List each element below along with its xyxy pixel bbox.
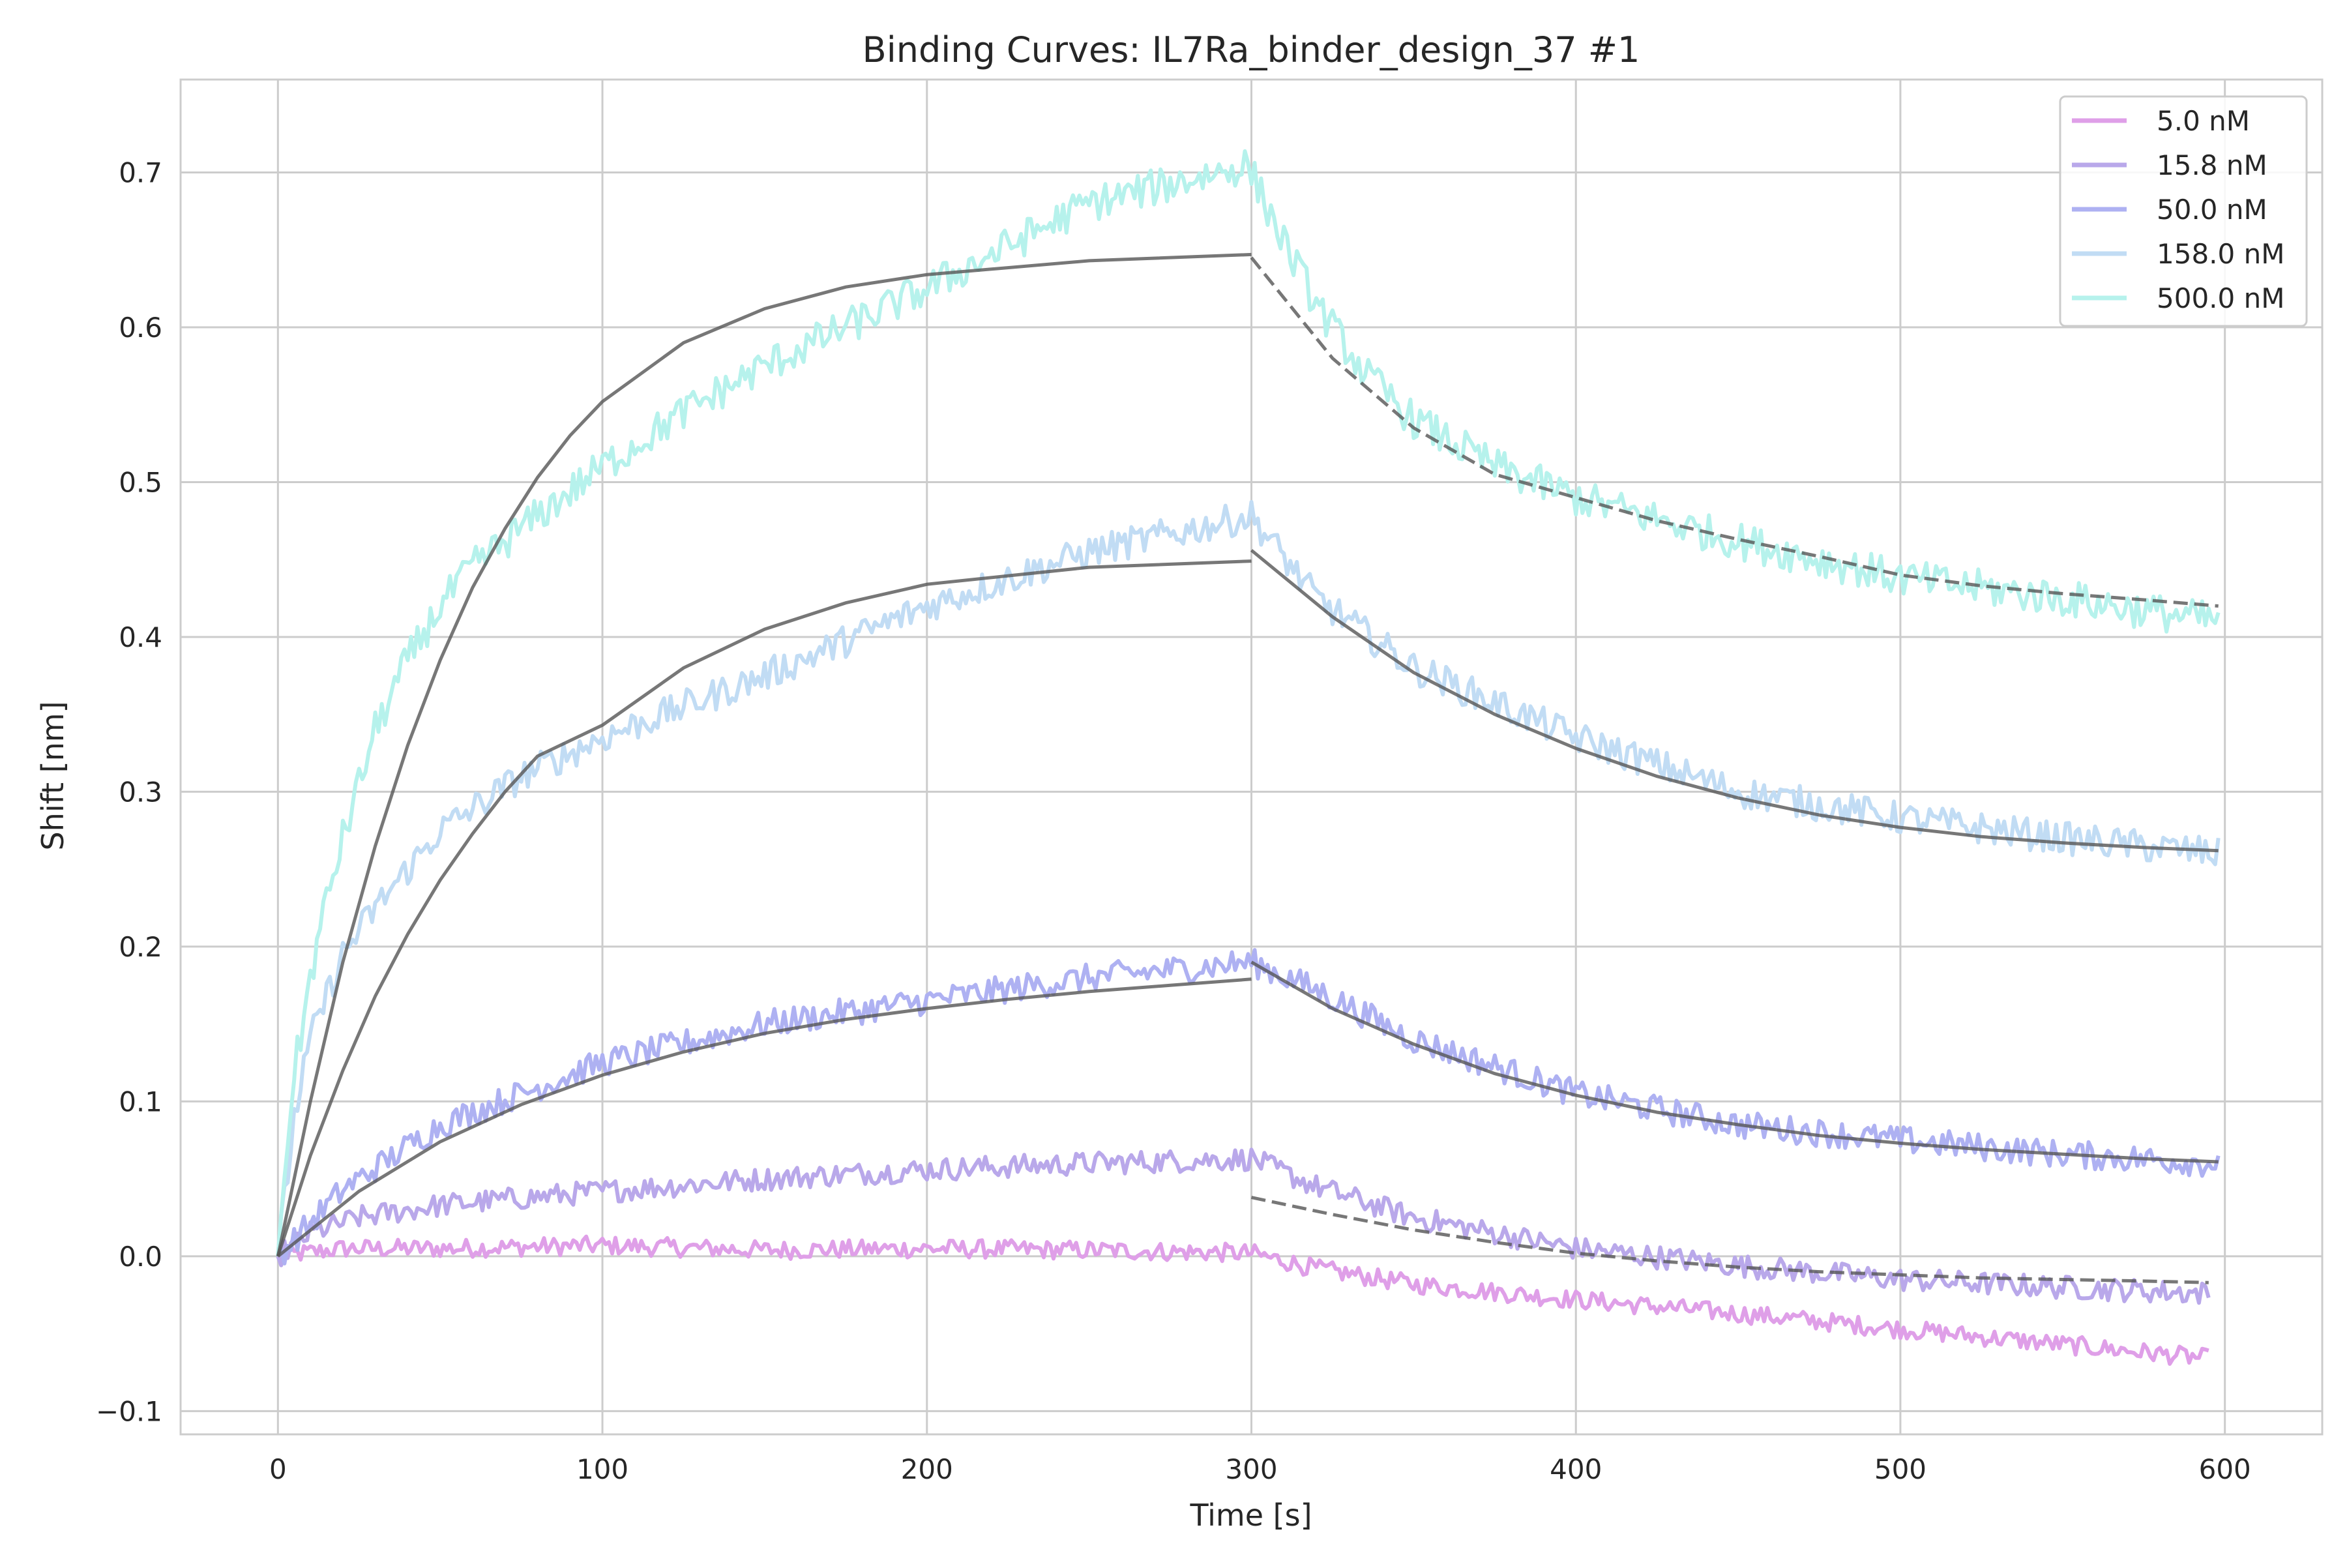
legend-box	[2059, 95, 2308, 327]
fit-curve	[276, 559, 1252, 1257]
legend-label: 5.0 nM	[2157, 105, 2250, 137]
fit-curve	[276, 977, 1252, 1258]
y-tick-labels: −0.1 0.0 0.1 0.2 0.3 0.4 0.5 0.6 0.7	[96, 156, 162, 1427]
y-tick-label: −0.1	[96, 1395, 162, 1427]
legend-label: 500.0 nM	[2157, 282, 2284, 314]
y-tick-label: 0.4	[119, 621, 162, 653]
legend-label: 50.0 nM	[2157, 194, 2267, 226]
series-line-500-0-nm	[276, 149, 2221, 1257]
y-tick-label: 0.5	[119, 466, 162, 498]
x-tick-label: 100	[576, 1453, 628, 1485]
fit-curves	[276, 252, 2219, 1284]
y-tick-label: 0.3	[119, 776, 162, 808]
y-tick-label: 0.7	[119, 156, 162, 188]
x-tick-label: 600	[2199, 1453, 2251, 1485]
chart-title: Binding Curves: IL7Ra_binder_design_37 #…	[863, 29, 1640, 70]
y-tick-label: 0.6	[119, 312, 162, 344]
y-tick-label: 0.0	[119, 1241, 162, 1273]
series-line-15-8-nm	[276, 1147, 2211, 1305]
series-line-158-0-nm	[276, 499, 2221, 1257]
x-tick-label: 500	[1874, 1453, 1926, 1485]
fit-curve	[1250, 256, 2219, 608]
legend: 5.0 nM 15.8 nM 50.0 nM 158.0 nM 500.0 nM	[2059, 95, 2308, 327]
grid	[181, 80, 2322, 1434]
fit-curve	[276, 252, 1252, 1257]
legend-label: 15.8 nM	[2157, 149, 2267, 181]
x-tick-label: 0	[269, 1453, 287, 1485]
series-line-50-0-nm	[276, 948, 2221, 1265]
series-line-5-0-nm	[276, 1234, 2209, 1366]
fit-curve	[1250, 960, 2219, 1164]
y-tick-label: 0.1	[119, 1086, 162, 1117]
legend-label: 158.0 nM	[2157, 238, 2284, 270]
x-tick-labels: 0 100 200 300 400 500 600	[269, 1453, 2251, 1485]
fit-curve	[1250, 549, 2219, 853]
x-axis-label: Time [s]	[1189, 1498, 1312, 1533]
x-tick-label: 300	[1225, 1453, 1277, 1485]
x-tick-label: 200	[901, 1453, 953, 1485]
x-tick-label: 400	[1550, 1453, 1602, 1485]
y-tick-label: 0.2	[119, 931, 162, 963]
fit-curve	[1250, 1196, 2209, 1284]
y-axis-label: Shift [nm]	[35, 701, 70, 850]
plot-frame	[179, 78, 2324, 1436]
data-series	[276, 149, 2221, 1366]
